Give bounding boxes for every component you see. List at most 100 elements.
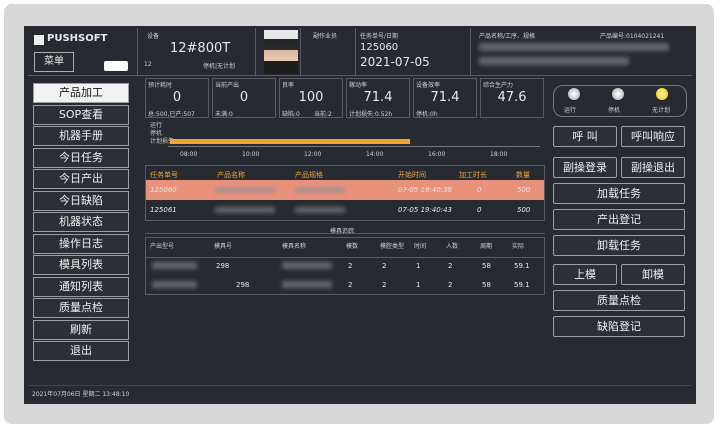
status-light <box>612 88 624 100</box>
menu-button[interactable]: 菜单 <box>34 52 74 72</box>
task-blur <box>295 187 345 193</box>
action-button[interactable]: 卸模 <box>621 264 685 285</box>
mold-blur <box>152 281 197 288</box>
task-header: 产品规格 <box>295 171 323 179</box>
stat-label: 综合生产力 <box>483 82 514 89</box>
screen: PUSHSOFT 菜单 设备 12#800T 12 停机|无计划 副作业员 任务单号/日期 12… <box>24 26 696 404</box>
status-label: 停机 <box>608 107 621 114</box>
mold-cell: 2 <box>448 281 453 289</box>
menu-item[interactable]: 机器状态 <box>33 212 129 232</box>
mold-line <box>145 233 545 234</box>
menu-item[interactable]: 机器手册 <box>33 126 129 146</box>
task-blur <box>295 207 345 213</box>
stat-label: 设备效率 <box>416 82 441 89</box>
stat-card <box>413 78 477 118</box>
task-header: 数量 <box>516 171 530 179</box>
mold-table <box>145 237 545 295</box>
stat-label: 良率 <box>282 82 295 89</box>
timeline-tick: 14:00 <box>366 151 384 158</box>
mold-header: 人数 <box>446 243 459 250</box>
stat-label: 当前产出 <box>215 82 240 89</box>
menu-input[interactable] <box>104 61 128 71</box>
task-duration: 0 <box>477 206 482 214</box>
action-button[interactable]: 上模 <box>553 264 617 285</box>
mold-cell: 1 <box>416 262 421 270</box>
menu-item[interactable]: 今日任务 <box>33 147 129 168</box>
timeline-axis <box>168 146 540 147</box>
mold-cell: 59.1 <box>514 281 530 289</box>
stat-note: 缺陷:0 <box>282 111 300 118</box>
device-no: 12 <box>144 61 152 68</box>
menu-item[interactable]: 退出 <box>33 341 129 361</box>
action-button[interactable]: 副操退出 <box>621 157 685 178</box>
task-start: 07-05 19:40:38 <box>398 186 453 194</box>
mold-cell: 2 <box>382 281 387 289</box>
task-table <box>145 165 545 221</box>
mold-cell: 2 <box>382 262 387 270</box>
product-blur <box>479 43 669 51</box>
task-header: 产品名称 <box>217 171 245 179</box>
task-no: 125060 <box>360 42 399 53</box>
menu-item[interactable]: 今日产出 <box>33 169 129 189</box>
task-row[interactable] <box>146 180 544 200</box>
menu-item[interactable]: 模具列表 <box>33 255 129 275</box>
action-button[interactable]: 质量点检 <box>553 290 685 311</box>
header-divider <box>300 28 301 76</box>
status-label: 运行 <box>564 107 577 114</box>
operator-photo <box>264 30 298 74</box>
action-button[interactable]: 加载任务 <box>553 183 685 204</box>
action-button[interactable]: 产出登记 <box>553 209 685 230</box>
menu-item[interactable]: 操作日志 <box>33 233 129 254</box>
timeline-tick: 08:00 <box>180 151 198 158</box>
stat-value: 47.6 <box>497 90 527 105</box>
header-bar <box>28 28 692 76</box>
menu-item[interactable]: 质量点检 <box>33 298 129 318</box>
stat-value: 0 <box>172 90 182 105</box>
stat-note: 未满:0 <box>215 111 233 118</box>
task-row[interactable] <box>146 200 544 220</box>
stat-value: 0 <box>239 90 249 105</box>
assistant-label: 副作业员 <box>313 33 338 40</box>
timeline-legend: 停机 <box>150 130 163 137</box>
mold-cell: 58 <box>482 281 491 289</box>
task-no: 125060 <box>150 186 177 194</box>
menu-item[interactable]: 产品加工 <box>33 83 129 103</box>
header-divider <box>470 28 471 76</box>
stat-card <box>212 78 276 118</box>
mold-blur <box>282 281 332 288</box>
action-button[interactable]: 呼 叫 <box>553 126 617 147</box>
menu-item[interactable]: 刷新 <box>33 319 129 340</box>
task-blur <box>215 207 275 213</box>
stat-note: 当前:2 <box>314 111 332 118</box>
status-panel <box>553 85 687 117</box>
mold-header: 产出型号 <box>150 243 175 250</box>
mold-line <box>145 257 545 258</box>
task-header: 任务单号 <box>150 171 178 179</box>
action-button[interactable]: 副操登录 <box>553 157 617 178</box>
mold-header: 模具名称 <box>282 243 307 250</box>
menu-item[interactable]: 今日缺陷 <box>33 190 129 211</box>
status-light <box>568 88 580 100</box>
mold-no: 298 <box>236 281 250 289</box>
stat-card <box>480 78 544 118</box>
action-button[interactable]: 呼叫响应 <box>621 126 685 147</box>
product-blur <box>479 57 629 65</box>
menu-item[interactable]: 通知列表 <box>33 276 129 297</box>
product-label: 产品名称/工序、规格 <box>479 33 536 40</box>
action-button[interactable]: 缺陷登记 <box>553 316 685 337</box>
device-status: 停机|无计划 <box>203 63 236 70</box>
timeline-tick: 10:00 <box>242 151 260 158</box>
stat-value: 71.4 <box>363 90 393 105</box>
stat-note: 总:500,已产:507 <box>148 111 195 118</box>
mold-blur <box>282 262 332 269</box>
stat-note: 停机:0h <box>416 111 438 118</box>
mold-cell: 1 <box>416 281 421 289</box>
stat-card <box>145 78 209 118</box>
header-divider <box>137 28 138 76</box>
action-button[interactable]: 卸载任务 <box>553 235 685 256</box>
device: 12#800T <box>170 41 231 56</box>
menu-item[interactable]: SOP查看 <box>33 104 129 125</box>
mold-cell: 59.1 <box>514 262 530 270</box>
footer-datetime: 2021年07月06日 星期二 13:48:10 <box>32 391 130 398</box>
task-no: 125061 <box>150 206 177 214</box>
